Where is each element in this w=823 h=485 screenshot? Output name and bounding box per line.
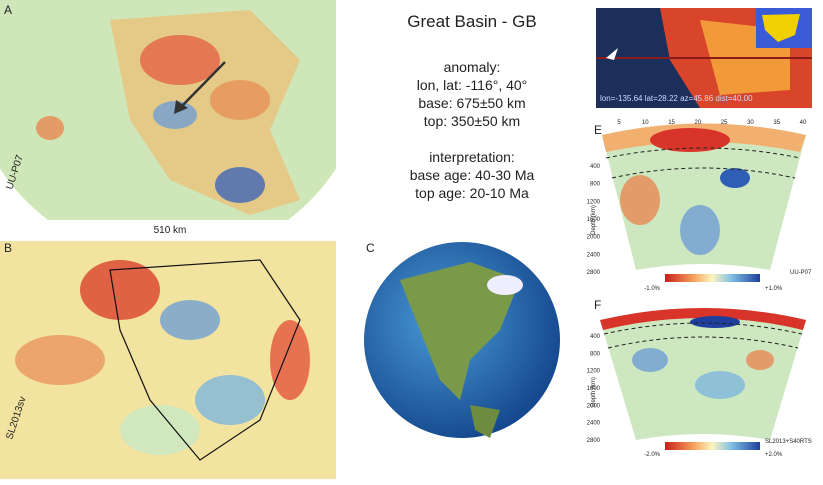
- panel-label: A: [4, 3, 12, 17]
- distance-tick-label: 5: [617, 120, 621, 126]
- depth-tick-label: 2000: [587, 235, 601, 241]
- distance-tick-label: 15: [668, 120, 675, 126]
- depth-axis: 400 800 1200 1600 2000 2400 2800: [587, 164, 601, 276]
- depth-tick-label: 1200: [587, 199, 601, 205]
- depth-tick-label: 2000: [587, 403, 601, 409]
- title: Great Basin - GB: [407, 12, 536, 31]
- depth-tick-label: 1600: [587, 217, 601, 223]
- base: base: 675±50 km: [418, 95, 525, 111]
- depth-tick-label: 2800: [587, 270, 601, 276]
- model-label: SL2013+S40RTS: [765, 439, 812, 445]
- depth-axis-title: Depth (km): [591, 377, 597, 407]
- distance-tick-label: 30: [747, 120, 754, 126]
- colorbar-min: -2.0%: [644, 452, 660, 458]
- interpretation-heading: interpretation:: [429, 149, 515, 165]
- depth-tick-label: 2400: [587, 421, 601, 427]
- model-label: UU-P07: [790, 270, 812, 276]
- section-e: [602, 123, 806, 270]
- colorbar-min: -1.0%: [644, 286, 660, 292]
- colorbar-max: +2.0%: [765, 452, 783, 458]
- distance-tick-label: 35: [773, 120, 780, 126]
- anomaly-heading: anomaly:: [444, 59, 501, 75]
- colorbar-max: +1.0%: [765, 286, 783, 292]
- depth-tick-label: 800: [590, 182, 601, 188]
- distance-tick-label: 20: [695, 120, 702, 126]
- scale-label: 510 km: [154, 225, 187, 236]
- colorbar: [665, 274, 760, 282]
- panel-label: F: [594, 298, 601, 312]
- continent: [400, 262, 520, 400]
- top: top: 350±50 km: [424, 113, 520, 129]
- ice: [487, 275, 523, 295]
- depth-tick-label: 1600: [587, 386, 601, 392]
- location: lon, lat: -116°, 40°: [417, 77, 528, 93]
- map-b: [0, 241, 336, 479]
- distance-tick-label: 40: [800, 120, 807, 126]
- top-age: top age: 20-10 Ma: [415, 185, 529, 201]
- panel-label: B: [4, 241, 12, 255]
- map-a: [0, 0, 336, 220]
- depth-tick-label: 2400: [587, 252, 601, 258]
- inset-caption: lon=-135.64 lat=28.22 az=45.86 dist=40.0…: [600, 94, 753, 103]
- depth-tick-label: 800: [590, 351, 601, 357]
- distance-tick-label: 10: [642, 120, 649, 126]
- continent: [470, 405, 500, 438]
- base-age: base age: 40-30 Ma: [410, 167, 535, 183]
- depth-tick-label: 1200: [587, 369, 601, 375]
- depth-tick-label: 400: [590, 164, 601, 170]
- section-f: [600, 308, 806, 440]
- colorbar: [665, 442, 760, 450]
- distance-tick-label: 25: [721, 120, 728, 126]
- profile-start: [606, 48, 618, 60]
- locator-land: [762, 14, 800, 42]
- depth-tick-label: 400: [590, 334, 601, 340]
- panel-label: E: [594, 123, 602, 137]
- depth-tick-label: 2800: [587, 438, 601, 444]
- panel-label: C: [366, 241, 375, 255]
- depth-axis: 400 800 1200 1600 2000 2400 2800: [587, 334, 601, 444]
- depth-axis-title: Depth (km): [591, 205, 597, 235]
- distance-axis: 5 10 15 20 25 30 35 40: [617, 120, 807, 126]
